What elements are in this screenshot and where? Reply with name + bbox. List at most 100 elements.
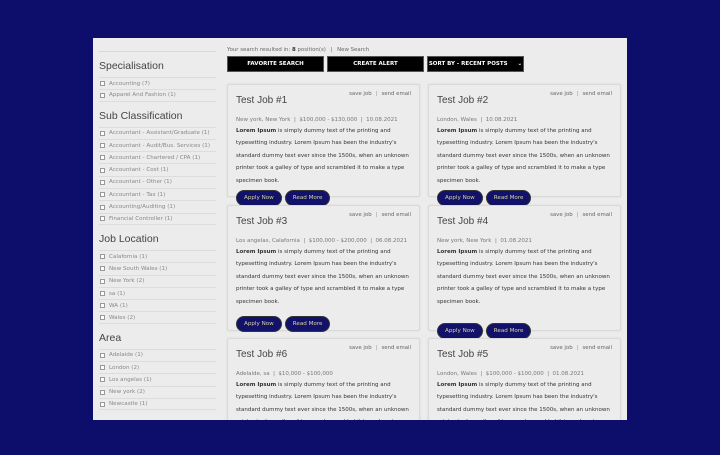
desc-text: is simply dummy text of the printing and…	[236, 128, 409, 184]
filter-option[interactable]: Calafornia (1)	[99, 249, 216, 262]
filter-label: Accountant - Assistant/Graduate (1)	[109, 130, 210, 137]
job-title[interactable]: Test Job #2	[437, 95, 489, 106]
filter-list: Accountant - Assistant/Graduate (1) Accou…	[99, 126, 216, 225]
checkbox[interactable]	[100, 278, 105, 284]
apply-now-button[interactable]: Apply Now	[236, 190, 282, 207]
save-job-link[interactable]: save job	[349, 345, 372, 351]
filter-label: Adelaide (1)	[109, 352, 143, 359]
filter-option[interactable]: New York (2)	[99, 274, 216, 287]
desc-bold: Lorem Ipsum	[236, 382, 277, 388]
separator: |	[576, 345, 579, 351]
save-job-link[interactable]: save job	[550, 212, 573, 218]
filter-list: Accounting (7) Apparel And Fashion (1)	[99, 77, 216, 102]
results-area: Your search resulted in: 8 position(s) |…	[227, 38, 623, 420]
job-title[interactable]: Test Job #6	[236, 349, 288, 360]
new-search-link[interactable]: New Search	[337, 47, 370, 53]
checkbox[interactable]	[100, 130, 105, 136]
filter-option[interactable]: Los angelas (1)	[99, 373, 216, 385]
create-alert-button[interactable]: CREATE ALERT	[327, 56, 424, 72]
checkbox[interactable]	[100, 315, 105, 321]
save-job-link[interactable]: save job	[550, 91, 573, 97]
filter-option[interactable]: WA (1)	[99, 299, 216, 311]
send-email-link[interactable]: send email	[582, 212, 612, 218]
checkbox[interactable]	[100, 365, 105, 371]
send-email-link[interactable]: send email	[381, 212, 411, 218]
job-title[interactable]: Test Job #4	[437, 216, 489, 227]
save-job-link[interactable]: save job	[349, 212, 372, 218]
filter-option[interactable]: Accountant - Cost (1)	[99, 163, 216, 175]
separator: |	[375, 91, 378, 97]
job-title[interactable]: Test Job #3	[236, 216, 288, 227]
job-description: Lorem Ipsum is simply dummy text of the …	[236, 246, 411, 308]
checkbox[interactable]	[100, 167, 105, 173]
read-more-button[interactable]: Read More	[284, 316, 331, 333]
send-email-link[interactable]: send email	[582, 345, 612, 351]
filter-label: WA (1)	[109, 302, 128, 309]
apply-now-button[interactable]: Apply Now	[236, 316, 282, 333]
filter-option[interactable]: sa (1)	[99, 286, 216, 299]
desc-text: is simply dummy text of the printing and…	[437, 128, 610, 184]
apply-now-button[interactable]: Apply Now	[437, 323, 483, 340]
checkbox[interactable]	[100, 143, 105, 149]
filter-option[interactable]: Financial Controller (1)	[99, 212, 216, 225]
filter-label: New york (2)	[109, 389, 145, 396]
checkbox[interactable]	[100, 377, 105, 383]
checkbox[interactable]	[100, 303, 105, 309]
filter-option[interactable]: Accountant - Assistant/Graduate (1)	[99, 126, 216, 139]
read-more-button[interactable]: Read More	[485, 323, 532, 340]
checkbox[interactable]	[100, 204, 105, 210]
desc-bold: Lorem Ipsum	[236, 249, 277, 255]
sort-select[interactable]: SORT BY - RECENT POSTS ⌄	[427, 56, 524, 72]
read-more-button[interactable]: Read More	[485, 190, 532, 207]
filter-heading: Job Location	[99, 232, 159, 245]
checkbox[interactable]	[100, 216, 105, 222]
separator: |	[576, 91, 579, 97]
filter-label: Calafornia (1)	[109, 253, 148, 260]
checkbox[interactable]	[100, 389, 105, 395]
filter-option[interactable]: Accountant - Chartered / CPA (1)	[99, 151, 216, 163]
job-title[interactable]: Test Job #1	[236, 95, 288, 106]
filter-option[interactable]: New york (2)	[99, 385, 216, 398]
filter-label: Accountant - Chartered / CPA (1)	[109, 154, 201, 161]
filter-option[interactable]: Apparel And Fashion (1)	[99, 89, 216, 102]
desc-text: is simply dummy text of the printing and…	[236, 249, 409, 305]
checkbox[interactable]	[100, 352, 105, 358]
filter-option[interactable]: New South Wales (1)	[99, 262, 216, 274]
filter-heading: Sub Classification	[99, 109, 183, 122]
send-email-link[interactable]: send email	[582, 91, 612, 97]
send-email-link[interactable]: send email	[381, 345, 411, 351]
checkbox[interactable]	[100, 155, 105, 161]
apply-now-button[interactable]: Apply Now	[437, 190, 483, 207]
checkbox[interactable]	[100, 401, 105, 407]
filter-option[interactable]: Accounting (7)	[99, 77, 216, 89]
checkbox[interactable]	[100, 81, 105, 87]
job-title[interactable]: Test Job #5	[437, 349, 489, 360]
result-summary: Your search resulted in: 8 position(s) |…	[227, 47, 623, 55]
job-actions: save job | send email	[550, 345, 612, 351]
filter-option[interactable]: Accountant - Other (1)	[99, 175, 216, 188]
filter-option[interactable]: Adelaide (1)	[99, 348, 216, 361]
checkbox[interactable]	[100, 291, 105, 296]
filter-option[interactable]: Wales (2)	[99, 311, 216, 324]
filter-label: Accounting/Auditing (1)	[109, 204, 176, 211]
send-email-link[interactable]: send email	[381, 91, 411, 97]
filter-option[interactable]: Accounting/Auditing (1)	[99, 200, 216, 212]
checkbox[interactable]	[100, 92, 105, 98]
checkbox[interactable]	[100, 266, 105, 272]
job-card: Test Job #4 save job | send email New york…	[428, 205, 621, 340]
favorite-search-button[interactable]: FAVORITE SEARCH	[227, 56, 324, 72]
save-job-link[interactable]: save job	[349, 91, 372, 97]
read-more-button[interactable]: Read More	[284, 190, 331, 207]
filter-option[interactable]: London (2)	[99, 361, 216, 373]
save-job-link[interactable]: save job	[550, 345, 573, 351]
checkbox[interactable]	[100, 179, 105, 185]
filter-label: Wales (2)	[109, 314, 136, 321]
job-meta: New york, New York | $100,000 - $130,000…	[236, 117, 398, 123]
job-card: Test Job #2 save job | send email London, …	[428, 84, 621, 207]
filter-option[interactable]: Newcastle (1)	[99, 397, 216, 411]
filter-option[interactable]: Accountant - Audit/Bus. Services (1)	[99, 138, 216, 151]
job-card: Test Job #1 save job | send email New york…	[227, 84, 420, 207]
filter-option[interactable]: Accountant - Tax (1)	[99, 188, 216, 200]
checkbox[interactable]	[100, 192, 105, 198]
checkbox[interactable]	[100, 254, 105, 260]
